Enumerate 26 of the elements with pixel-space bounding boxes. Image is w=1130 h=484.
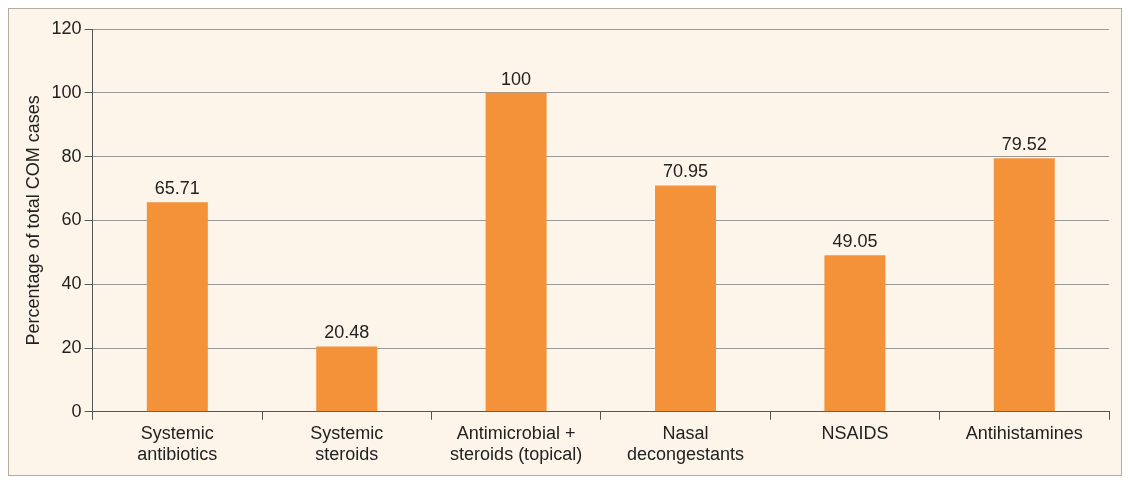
x-tick-label: Systemic antibiotics <box>137 422 218 465</box>
bar <box>146 202 208 412</box>
x-tick-label: Antimicrobial + steroids (topical) <box>450 422 583 465</box>
data-label: 49.05 <box>832 231 878 252</box>
bar <box>824 255 886 412</box>
bar <box>485 92 547 412</box>
data-label: 70.95 <box>662 161 709 182</box>
y-tick-label: 120 <box>51 17 82 38</box>
y-tick-label: 80 <box>61 145 82 166</box>
y-tick-label: 60 <box>61 209 82 230</box>
y-tick-label: 40 <box>61 273 82 294</box>
bar <box>993 158 1055 412</box>
y-tick-label: 100 <box>51 81 82 102</box>
data-label: 79.52 <box>1001 134 1047 155</box>
bar <box>316 346 378 412</box>
x-tick-label: Antihistamines <box>965 422 1083 443</box>
y-axis-title: Percentage of total COM cases <box>22 95 43 346</box>
data-label: 100 <box>501 68 532 89</box>
data-label: 65.71 <box>154 178 200 199</box>
x-tick-label: NSAIDS <box>821 422 889 443</box>
y-tick-label: 20 <box>61 336 82 357</box>
x-tick-label: Systemic steroids <box>310 422 384 465</box>
bar <box>655 185 716 412</box>
y-tick-label: 0 <box>71 400 82 421</box>
data-label: 20.48 <box>324 322 370 343</box>
x-tick-label: Nasal decongestants <box>626 422 745 465</box>
